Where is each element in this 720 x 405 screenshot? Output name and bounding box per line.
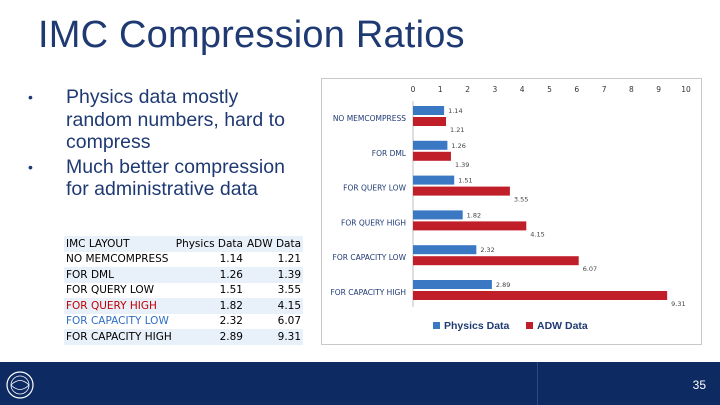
x-tick-label: 7 <box>602 85 607 94</box>
bar-physics <box>413 140 448 150</box>
table-header-row: IMC LAYOUT Physics Data ADW Data <box>64 236 304 252</box>
compression-table: IMC LAYOUT Physics Data ADW Data NO MEMC… <box>64 236 304 345</box>
table-row: FOR CAPACITY LOW 2.32 6.07 <box>64 313 304 329</box>
bar-label-physics: 2.32 <box>480 246 494 254</box>
x-tick-label: 9 <box>656 85 661 94</box>
table-cell-adw: 9.31 <box>244 329 304 345</box>
footer-bar <box>0 362 720 405</box>
bullet-text: Physics data mostly random numbers, hard… <box>66 86 285 153</box>
category-label: FOR DML <box>372 149 407 158</box>
bullet-dot-icon: • <box>28 158 33 175</box>
bar-label-adw: 1.21 <box>450 126 464 134</box>
bar-label-physics: 1.51 <box>458 177 472 185</box>
bar-label-physics: 1.14 <box>448 107 462 115</box>
table-cell-layout: FOR DML <box>64 267 174 283</box>
x-tick-label: 3 <box>493 85 498 94</box>
x-tick-label: 6 <box>574 85 579 94</box>
bar-label-adw: 1.39 <box>455 161 469 169</box>
table-cell-adw: 6.07 <box>244 313 304 329</box>
bar-physics <box>413 245 477 255</box>
category-label: FOR QUERY LOW <box>343 184 406 193</box>
table-row: FOR DML 1.26 1.39 <box>64 267 304 283</box>
table-cell-layout: FOR CAPACITY LOW <box>64 313 174 329</box>
legend-swatch-physics <box>433 322 440 329</box>
footer-divider <box>537 362 538 405</box>
cern-logo-icon <box>6 371 34 399</box>
table-cell-physics: 2.89 <box>173 329 245 345</box>
table-cell-physics: 1.26 <box>173 267 245 283</box>
legend-label-physics: Physics Data <box>444 320 510 332</box>
bar-adw <box>413 291 668 300</box>
table-cell-adw: 4.15 <box>244 298 304 314</box>
bar-adw <box>413 256 579 266</box>
table-row: FOR QUERY HIGH 1.82 4.15 <box>64 298 304 314</box>
bar-physics <box>413 280 492 289</box>
x-tick-label: 10 <box>681 85 691 94</box>
table-header-cell: Physics Data <box>173 236 245 252</box>
bar-label-physics: 2.89 <box>496 281 510 289</box>
table-cell-layout: NO MEMCOMPRESS <box>64 251 174 267</box>
bar-physics <box>413 106 445 115</box>
table-cell-adw: 1.39 <box>244 267 304 283</box>
table-header-cell: ADW Data <box>244 236 304 252</box>
table-cell-layout: FOR CAPACITY HIGH <box>64 329 174 345</box>
page-number: 35 <box>692 378 706 392</box>
category-label: FOR CAPACITY HIGH <box>330 288 406 297</box>
bar-label-adw: 3.55 <box>514 196 528 204</box>
bar-label-physics: 1.26 <box>451 142 465 150</box>
slide-title: IMC Compression Ratios <box>38 14 465 56</box>
bullet-item: • Physics data mostly random numbers, ha… <box>28 86 308 154</box>
table-cell-physics: 2.32 <box>173 313 245 329</box>
bar-physics <box>413 175 455 185</box>
table-header-cell: IMC LAYOUT <box>64 236 174 252</box>
x-tick-label: 0 <box>411 85 416 94</box>
table-row: FOR QUERY LOW 1.51 3.55 <box>64 282 304 298</box>
x-tick-label: 5 <box>547 85 552 94</box>
x-tick-label: 1 <box>438 85 443 94</box>
table-cell-adw: 3.55 <box>244 282 304 298</box>
table-cell-layout: FOR QUERY HIGH <box>64 298 174 314</box>
bar-adw <box>413 186 510 196</box>
compression-chart: 0 1 2 3 4 5 6 7 8 9 10 NO MEMCOMPRESS 1.14 1.21 FOR DM… <box>321 78 702 345</box>
bar-label-adw: 9.31 <box>671 300 685 308</box>
chart-svg: 0 1 2 3 4 5 6 7 8 9 10 NO MEMCOMPRESS 1.14 1.21 FOR DM… <box>330 85 691 332</box>
bar-label-adw: 6.07 <box>583 265 597 273</box>
bar-adw <box>413 151 451 161</box>
table-row: NO MEMCOMPRESS 1.14 1.21 <box>64 251 304 267</box>
legend-swatch-adw <box>526 322 533 329</box>
legend-label-adw: ADW Data <box>537 320 588 332</box>
table-cell-physics: 1.14 <box>173 251 245 267</box>
category-label: FOR QUERY HIGH <box>341 218 406 227</box>
table-row: FOR CAPACITY HIGH 2.89 9.31 <box>64 329 304 345</box>
category-label: NO MEMCOMPRESS <box>333 114 406 123</box>
table-cell-physics: 1.82 <box>173 298 245 314</box>
x-tick-label: 4 <box>520 85 525 94</box>
x-tick-label: 2 <box>465 85 470 94</box>
bar-adw <box>413 221 527 231</box>
bar-label-adw: 4.15 <box>530 230 544 238</box>
bullet-list: • Physics data mostly random numbers, ha… <box>28 86 308 201</box>
bullet-item: • Much better compression for administra… <box>28 156 308 201</box>
bar-label-physics: 1.82 <box>467 211 481 219</box>
bar-adw <box>413 117 447 126</box>
x-tick-label: 8 <box>629 85 634 94</box>
bar-physics <box>413 210 463 220</box>
table-cell-physics: 1.51 <box>173 282 245 298</box>
bullet-text: Much better compression for administrati… <box>66 155 285 201</box>
category-label: FOR CAPACITY LOW <box>333 253 407 262</box>
table-cell-layout: FOR QUERY LOW <box>64 282 174 298</box>
table-cell-adw: 1.21 <box>244 251 304 267</box>
bullet-dot-icon: • <box>28 89 33 105</box>
